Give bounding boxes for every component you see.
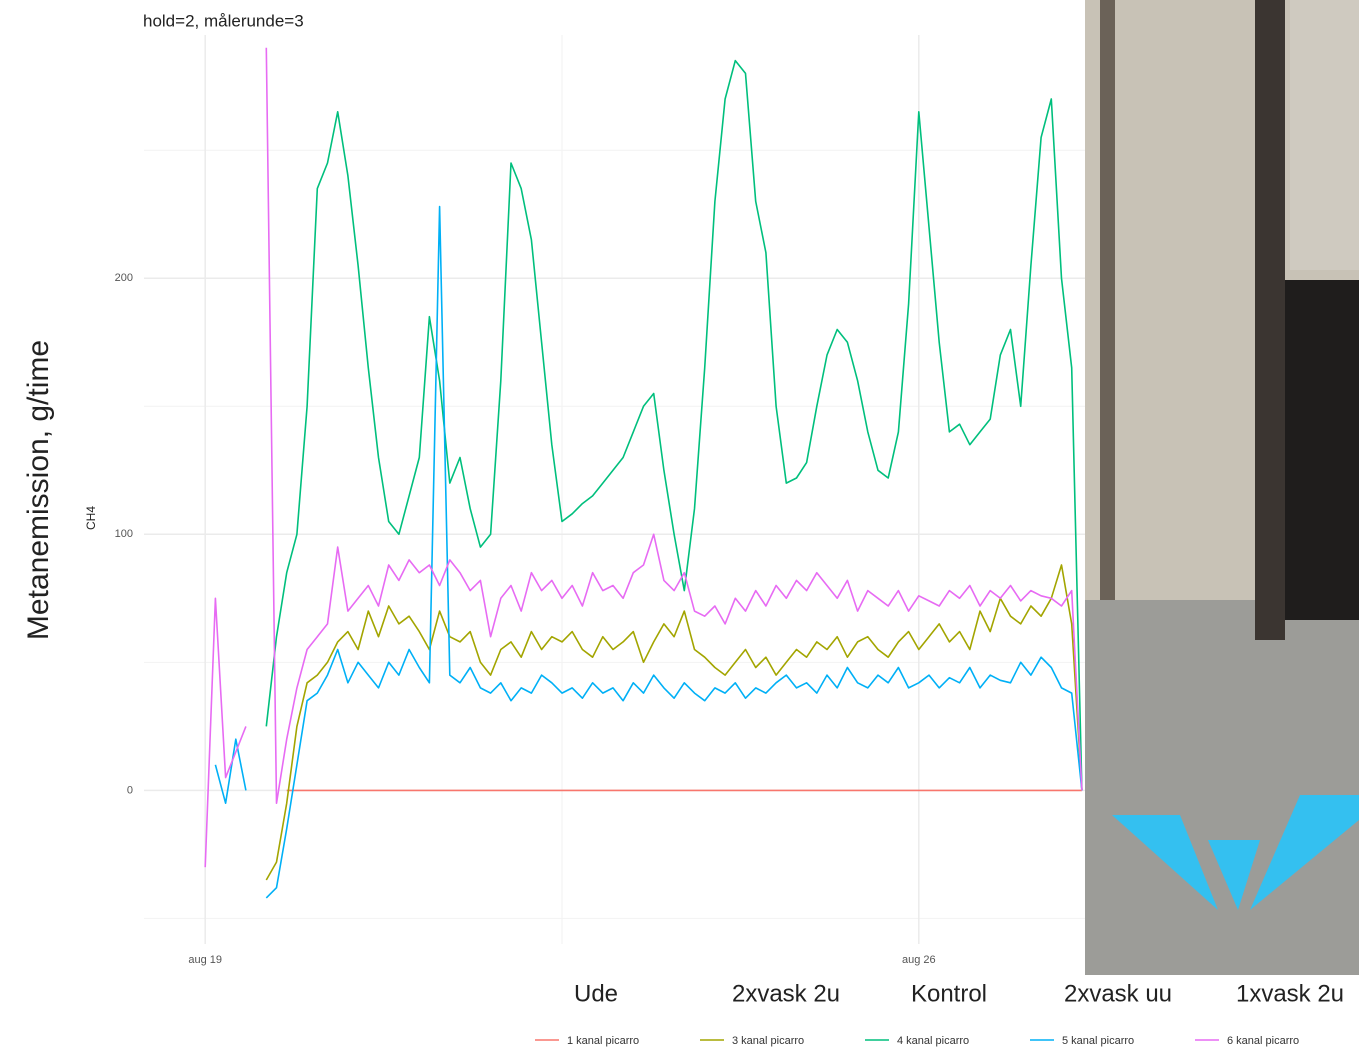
legend-label: 5 kanal picarro	[1062, 1035, 1134, 1047]
x-tick-label: aug 19	[188, 954, 222, 966]
annotation: Ude	[574, 980, 618, 1007]
legend-label: 1 kanal picarro	[567, 1035, 639, 1047]
legend: 1 kanal picarro 3 kanal picarro 4 kanal pi…	[535, 1035, 1299, 1047]
chart-subtitle: hold=2, målerunde=3	[143, 11, 304, 30]
photo	[1085, 0, 1359, 975]
y-axis-label: CH4	[84, 506, 98, 530]
y-axis-title: Metanemission, g/time	[22, 340, 55, 640]
x-tick-label: aug 26	[902, 954, 936, 966]
legend-label: 4 kanal picarro	[897, 1035, 969, 1047]
series-line	[266, 207, 1082, 898]
y-tick-label: 0	[127, 784, 133, 796]
annotation: 1xvask 2u	[1236, 980, 1344, 1007]
y-tick-label: 100	[115, 528, 133, 540]
chart: hold=2, målerunde=3 CH4 Metanemission, g…	[0, 0, 1359, 1054]
series-line	[215, 739, 246, 803]
legend-label: 3 kanal picarro	[732, 1035, 804, 1047]
annotation: 2xvask 2u	[732, 980, 840, 1007]
series-line	[205, 598, 246, 867]
annotations: Ude 2xvask 2u Kontrol 2xvask uu 1xvask 2u	[574, 980, 1344, 1007]
y-tick-label: 200	[115, 272, 133, 284]
series-line	[266, 61, 1082, 791]
annotation: 2xvask uu	[1064, 980, 1172, 1007]
series-line	[266, 565, 1082, 880]
annotation: Kontrol	[911, 980, 987, 1007]
plot-area: 0 100 200 aug 19 aug 26	[115, 35, 1087, 966]
legend-label: 6 kanal picarro	[1227, 1035, 1299, 1047]
